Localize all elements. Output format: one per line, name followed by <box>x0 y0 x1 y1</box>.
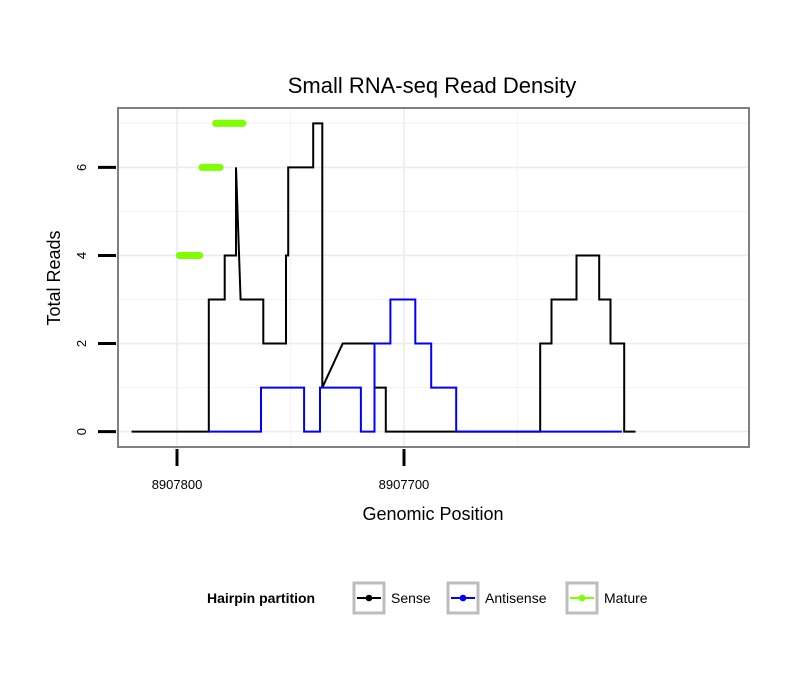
y-axis: 0 2 4 6 <box>74 164 116 435</box>
plot-area <box>118 108 749 447</box>
plot-background <box>118 108 749 447</box>
y-tick-label: 2 <box>74 340 89 347</box>
legend-title: Hairpin partition <box>207 590 315 606</box>
x-tick-label: 8907800 <box>152 477 203 492</box>
legend-label-mature: Mature <box>604 590 648 606</box>
sense-series-line <box>131 122 636 433</box>
series-layer <box>131 119 636 433</box>
legend-key-point-sense <box>365 594 373 602</box>
antisense-series-line <box>208 298 622 433</box>
x-axis-title: Genomic Position <box>362 504 503 524</box>
legend-key-point-mature <box>578 594 586 602</box>
y-tick-label: 6 <box>74 164 89 171</box>
y-tick-label: 0 <box>74 428 89 435</box>
legend: Hairpin partition Sense Antisense Mature <box>207 581 648 615</box>
plot-border <box>117 107 750 448</box>
x-axis: 8907800 8907700 <box>152 449 430 492</box>
x-tick-label: 8907700 <box>379 477 430 492</box>
y-axis-title: Total Reads <box>44 230 64 325</box>
legend-label-sense: Sense <box>391 590 431 606</box>
legend-label-antisense: Antisense <box>485 590 547 606</box>
chart-title: Small RNA-seq Read Density <box>288 73 577 98</box>
y-tick-label: 4 <box>74 252 89 259</box>
legend-key-point-antisense <box>459 594 467 602</box>
